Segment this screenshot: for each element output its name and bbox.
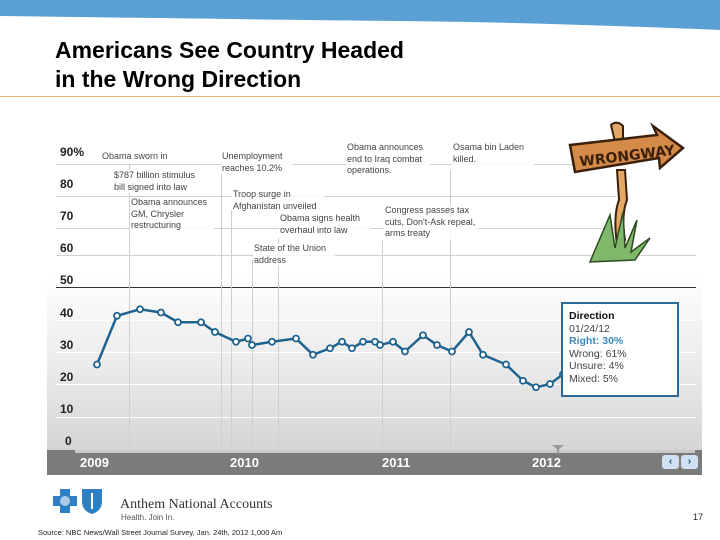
data-point[interactable] — [546, 380, 554, 388]
event-line — [231, 210, 232, 450]
data-point[interactable] — [309, 350, 317, 359]
annotation: Obama signs health overhaul into law — [279, 213, 371, 236]
gridline-10 — [56, 417, 696, 418]
event-line — [278, 238, 279, 450]
tooltip-date: 01/24/12 — [569, 322, 610, 335]
data-point[interactable] — [532, 383, 540, 392]
data-tooltip: Direction 01/24/12 Right: 30% Wrong: 61%… — [561, 302, 679, 397]
data-point[interactable] — [433, 341, 441, 349]
timeline-scrollbar[interactable] — [47, 450, 702, 475]
y-tick: 60 — [60, 241, 74, 255]
gridline-30 — [56, 352, 696, 353]
data-point[interactable] — [174, 318, 182, 327]
event-line — [252, 260, 253, 450]
gridline-90 — [56, 164, 616, 165]
title-line-1: Americans See Country Headed — [55, 37, 404, 63]
annotation: Obama announces GM, Chrysler restructuri… — [130, 197, 214, 232]
top-decorative-band — [0, 0, 720, 30]
event-line — [221, 164, 222, 450]
data-point[interactable] — [401, 347, 409, 356]
page-number: 17 — [693, 512, 704, 522]
tooltip-right: Right: 30% — [569, 335, 624, 347]
data-point[interactable] — [465, 328, 473, 336]
timeline-track[interactable] — [75, 450, 695, 453]
gridline-40 — [56, 320, 696, 321]
data-point[interactable] — [502, 360, 510, 369]
annotation: Unemployment reaches 10.2% — [221, 151, 293, 174]
x-tick: 2011 — [382, 455, 411, 470]
data-point[interactable] — [244, 334, 252, 343]
data-point[interactable] — [113, 311, 121, 320]
brand-name: Anthem National Accounts — [120, 497, 273, 512]
data-point[interactable] — [93, 360, 101, 369]
brand-tagline: Health. Join In. — [121, 513, 175, 522]
event-line — [450, 170, 451, 450]
y-tick: 70 — [60, 209, 74, 223]
data-point[interactable] — [232, 337, 240, 346]
x-tick: 2012 — [532, 455, 561, 470]
x-tick: 2010 — [230, 455, 259, 470]
source-note: Source: NBC News/Wall Street Journal Sur… — [38, 528, 283, 537]
data-point[interactable] — [248, 341, 256, 349]
gridline-50 — [56, 287, 696, 288]
data-point[interactable] — [292, 334, 300, 343]
annotation: Obama sworn in — [101, 151, 169, 163]
y-tick: 40 — [60, 306, 74, 320]
tooltip-wrong: Wrong: 61% — [569, 347, 627, 360]
data-point[interactable] — [359, 337, 367, 346]
data-point[interactable] — [197, 318, 205, 327]
data-point[interactable] — [326, 344, 334, 353]
data-point[interactable] — [348, 344, 356, 353]
prev-button[interactable]: ‹ — [662, 455, 679, 469]
annotation: $787 billion stimulus bill signed into l… — [113, 170, 205, 193]
y-tick: 10 — [60, 402, 74, 416]
y-tick: 20 — [60, 370, 74, 384]
y-tick: 90% — [60, 145, 85, 159]
data-point[interactable] — [419, 331, 427, 340]
data-point[interactable] — [157, 308, 165, 317]
tooltip-unsure: Unsure: 4% — [569, 360, 624, 372]
gridline-60 — [56, 255, 696, 256]
x-tick: 2009 — [80, 455, 109, 470]
data-point[interactable] — [338, 337, 346, 346]
event-line — [129, 164, 130, 450]
data-point[interactable] — [136, 305, 144, 314]
annotation: Troop surge in Afghanistan unveiled — [232, 189, 324, 212]
data-point[interactable] — [448, 347, 456, 356]
title-divider — [0, 96, 720, 97]
bcbs-logo-icon — [53, 489, 102, 514]
data-point[interactable] — [519, 376, 527, 385]
annotation: Osama bin Laden killed. — [452, 142, 534, 165]
annotation: Congress passes tax cuts, Don't-Ask repe… — [384, 205, 478, 240]
slide-title: Americans See Country Headed in the Wron… — [55, 36, 404, 94]
data-point[interactable] — [389, 337, 397, 346]
data-point[interactable] — [268, 337, 276, 346]
y-tick: 80 — [60, 177, 74, 191]
data-point[interactable] — [376, 341, 384, 349]
tooltip-mixed: Mixed: 5% — [569, 372, 619, 385]
next-button[interactable]: › — [681, 455, 698, 469]
y-tick: 0 — [65, 434, 72, 448]
wrong-way-sign-icon: WRONGWAY — [568, 121, 685, 263]
y-tick: 50 — [60, 273, 74, 287]
data-point[interactable] — [211, 328, 219, 336]
gridline-80 — [56, 196, 616, 197]
title-line-2: in the Wrong Direction — [55, 66, 302, 92]
gridline-20 — [56, 384, 696, 385]
annotation: State of the Union address — [253, 243, 335, 266]
current-date-marker[interactable] — [551, 444, 565, 454]
y-tick: 30 — [60, 338, 74, 352]
data-point[interactable] — [479, 350, 487, 359]
annotation: Obama announces end to Iraq combat opera… — [346, 142, 430, 177]
tooltip-heading: Direction — [569, 310, 615, 322]
